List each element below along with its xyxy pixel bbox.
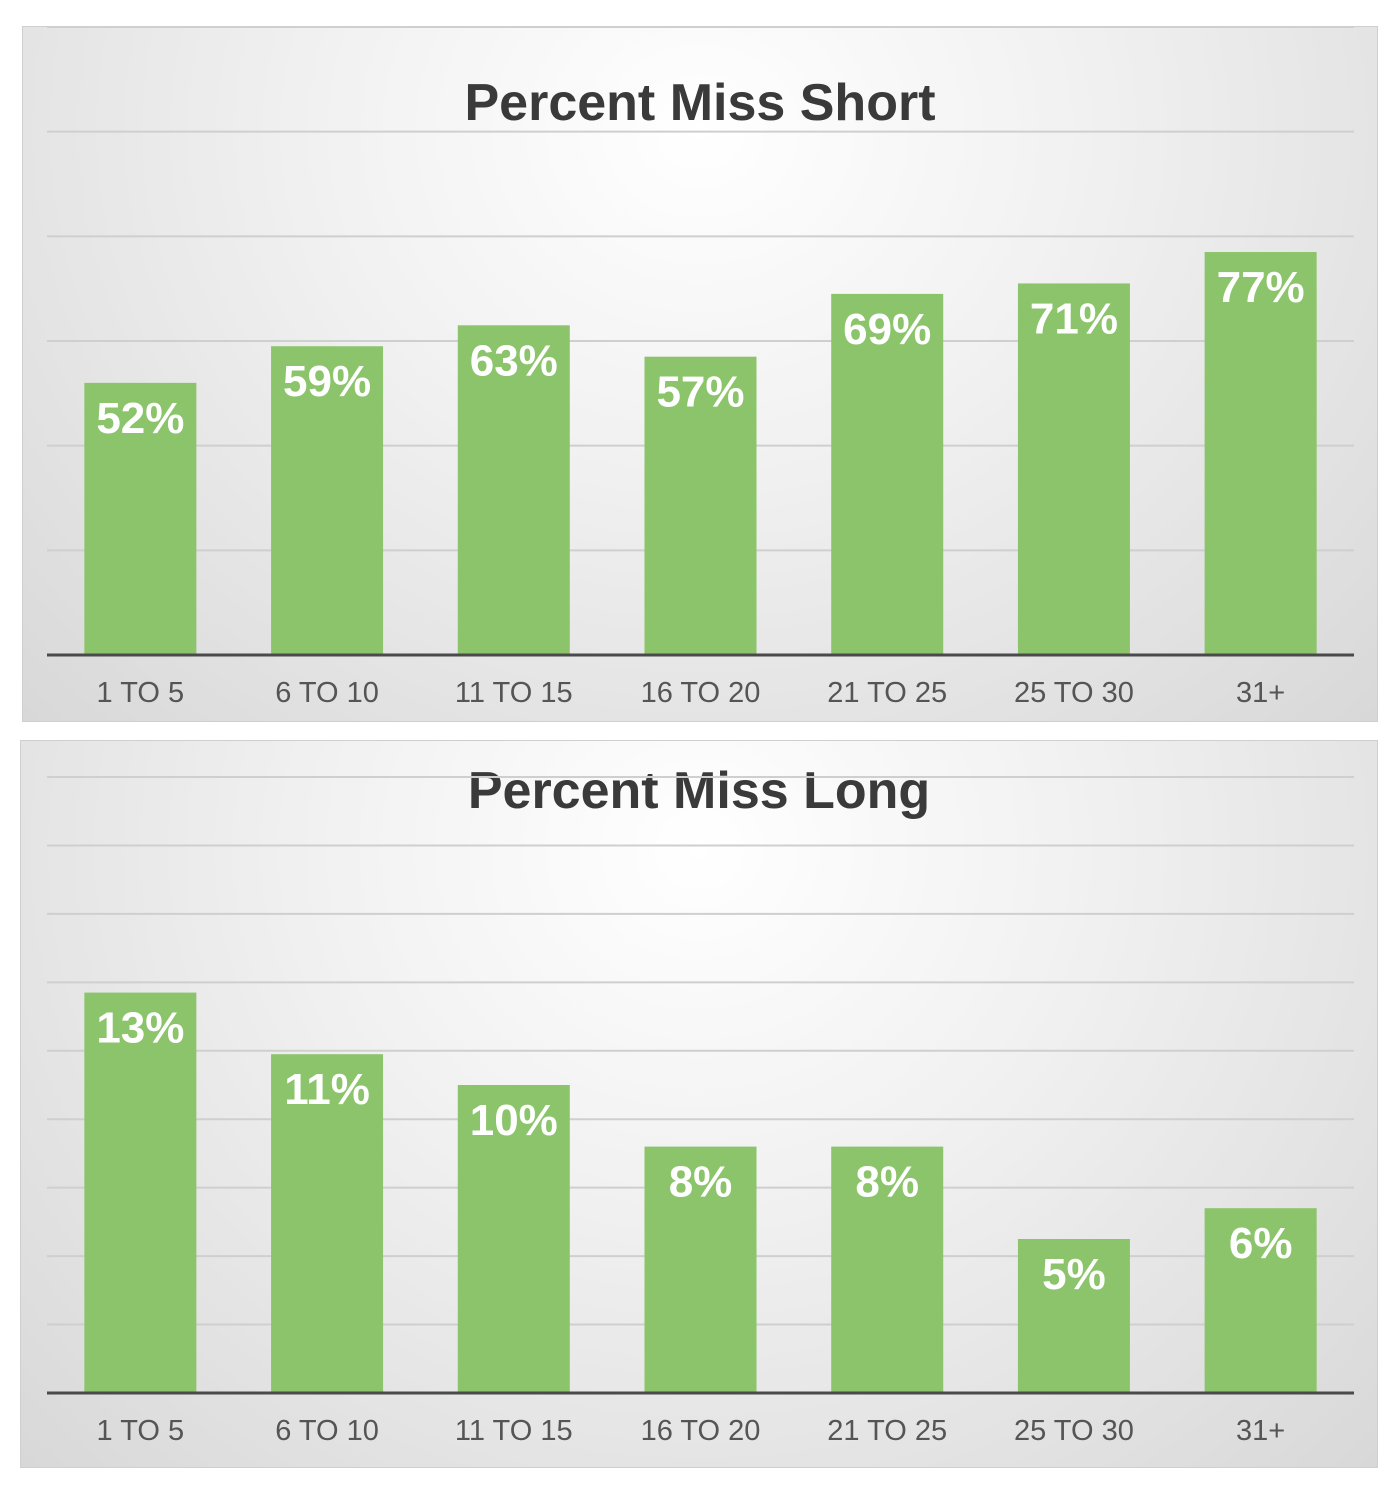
category-tick-label: 11 TO 15 [455, 677, 573, 709]
data-label: 52% [96, 394, 184, 443]
data-label: 8% [855, 1158, 919, 1207]
category-tick-label: 6 TO 10 [275, 1415, 379, 1447]
category-tick-label: 1 TO 5 [97, 677, 185, 709]
data-label: 57% [656, 368, 744, 417]
bar [271, 1054, 384, 1393]
data-label: 69% [843, 305, 931, 354]
chart-title: Percent Miss Long [467, 762, 931, 820]
category-tick-label: 11 TO 15 [455, 1415, 573, 1447]
data-label: 5% [1042, 1250, 1106, 1299]
data-label: 71% [1030, 294, 1118, 343]
data-label: 10% [470, 1096, 558, 1145]
data-label: 13% [96, 1004, 184, 1053]
category-tick-label: 31+ [1236, 1415, 1285, 1447]
bar [1204, 252, 1317, 656]
data-label: 11% [284, 1065, 370, 1114]
data-label: 77% [1217, 263, 1305, 312]
chart-title: Percent Miss Short [464, 74, 936, 132]
bar-chart-miss-long: 13% 1 TO 5 11% 6 TO 10 10% 11 TO 15 8% 16 TO 20… [47, 776, 1354, 1447]
bar [1204, 1208, 1317, 1393]
category-tick-label: 25 TO 30 [1014, 1415, 1134, 1447]
data-label: 63% [470, 336, 558, 385]
bar-chart-miss-short: 52% 1 TO 5 59% 6 TO 10 63% 11 TO 15 57% 16 TO 2… [47, 27, 1354, 709]
category-tick-label: 25 TO 30 [1014, 677, 1134, 709]
bar [457, 325, 570, 655]
chart-panel-miss-long: Percent Miss Long 13% 1 TO 5 11% 6 TO 10 10%… [20, 740, 1378, 1468]
bar [1017, 283, 1130, 655]
category-tick-label: 1 TO 5 [97, 1415, 185, 1447]
bar [644, 1146, 757, 1393]
bar [457, 1085, 570, 1393]
data-label: 8% [669, 1158, 733, 1207]
bar [644, 356, 757, 655]
category-tick-label: 21 TO 25 [827, 677, 947, 709]
data-label: 59% [283, 357, 371, 406]
category-tick-label: 16 TO 20 [641, 1415, 761, 1447]
category-tick-label: 6 TO 10 [275, 677, 379, 709]
data-label: 6% [1229, 1219, 1293, 1268]
category-tick-label: 16 TO 20 [641, 677, 761, 709]
bar [271, 346, 384, 655]
chart-panel-miss-short: Percent Miss Short 52% 1 TO 5 59% 6 TO 10 63… [22, 26, 1378, 722]
bar [1017, 1239, 1130, 1393]
bar [831, 293, 944, 655]
bar [84, 992, 197, 1393]
category-tick-label: 31+ [1236, 677, 1285, 709]
bar [84, 382, 197, 655]
category-tick-label: 21 TO 25 [827, 1415, 947, 1447]
bar [831, 1146, 944, 1393]
